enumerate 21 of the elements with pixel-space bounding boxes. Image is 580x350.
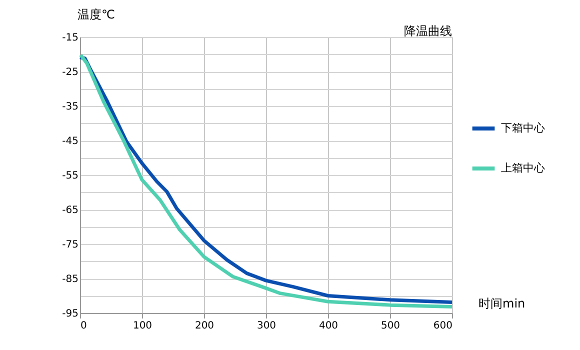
- x-axis-title: 时间min: [478, 296, 526, 310]
- legend-label: 下箱中心: [501, 122, 545, 134]
- y-axis-title: 温度℃: [78, 8, 115, 22]
- x-tick-label: 100: [132, 320, 152, 332]
- x-tick-label: 600: [433, 320, 452, 332]
- y-tick-label: -65: [62, 205, 78, 216]
- y-tick-label: -45: [62, 136, 78, 147]
- chart-title: 降温曲线: [404, 24, 452, 38]
- y-tick-label: -35: [62, 102, 78, 112]
- legend-label: 上箱中心: [501, 162, 545, 174]
- y-tick-label: -55: [62, 170, 78, 182]
- y-tick-label: -85: [62, 274, 78, 285]
- y-tick-label: -95: [62, 308, 78, 320]
- x-tick-label: 200: [194, 320, 214, 332]
- y-tick-label: -75: [62, 240, 78, 250]
- y-tick-label: -15: [62, 32, 78, 44]
- x-tick-label: 300: [256, 320, 276, 332]
- y-tick-label: -25: [62, 67, 78, 78]
- x-tick-label: 400: [318, 320, 338, 332]
- x-tick-label: 0: [80, 320, 87, 332]
- x-tick-label: 500: [380, 320, 400, 332]
